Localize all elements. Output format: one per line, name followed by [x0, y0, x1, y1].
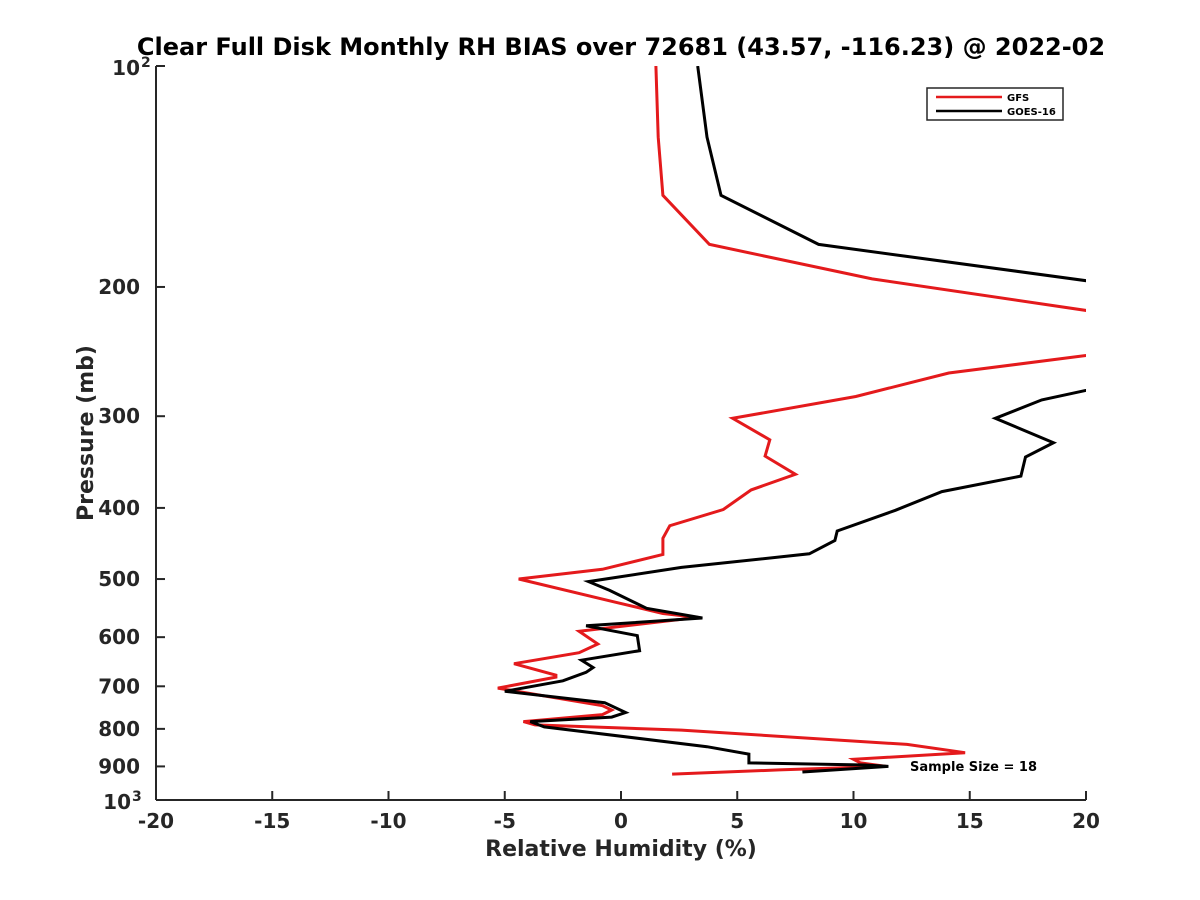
x-tick-label: 15 — [956, 809, 984, 833]
legend-label: GFS — [1007, 93, 1029, 104]
y-tick-label: 800 — [98, 717, 140, 741]
series-layer — [497, 66, 1086, 776]
y-axis-ticks: 200 300 400 500 600 700 800 900 — [98, 65, 165, 801]
y-axis-label: Pressure (mb) — [74, 345, 99, 521]
y-tick-label: 300 — [98, 404, 140, 428]
x-tick-label: 20 — [1072, 809, 1100, 833]
x-tick-label: -10 — [370, 809, 406, 833]
x-axis-ticks: -20 -15 -10 -5 0 5 10 15 20 — [138, 791, 1100, 833]
x-tick-label: 0 — [614, 809, 628, 833]
legend-box — [926, 87, 1064, 121]
y-axis-top-end-label: 10 2 — [112, 55, 151, 80]
y-tick-label: 500 — [98, 567, 140, 591]
y-tick-label: 700 — [98, 674, 140, 698]
y-bottom-exp: 3 — [132, 789, 142, 805]
series-line-goes-16 — [504, 66, 1086, 774]
y-tick-label: 200 — [98, 275, 140, 299]
svg-text:3: 3 — [132, 789, 142, 805]
y-top-exp: 2 — [141, 55, 151, 71]
sample-size-annotation: Sample Size = 18 — [910, 760, 1037, 775]
x-tick-label: -5 — [494, 809, 516, 833]
y-axis-bottom-end-label: 10 3 — [103, 789, 142, 814]
legend-label: GOES-16 — [1007, 107, 1056, 118]
x-tick-label: 10 — [840, 809, 868, 833]
svg-text:10: 10 — [103, 790, 131, 814]
y-tick-label: 900 — [98, 754, 140, 778]
y-bottom-base: 10 — [103, 790, 131, 814]
x-tick-label: -15 — [254, 809, 290, 833]
x-axis-label: Relative Humidity (%) — [485, 837, 757, 862]
y-top-base: 10 — [112, 56, 140, 80]
y-tick-label: 400 — [98, 496, 140, 520]
x-tick-label: 5 — [730, 809, 744, 833]
x-tick-label: -20 — [138, 809, 174, 833]
chart-title: Clear Full Disk Monthly RH BIAS over 726… — [137, 33, 1105, 61]
legend: GFS GOES-16 — [926, 87, 1064, 121]
svg-text:2: 2 — [141, 55, 151, 71]
svg-text:10: 10 — [112, 56, 140, 80]
y-tick-label: 600 — [98, 625, 140, 649]
series-line-gfs — [497, 66, 1086, 776]
